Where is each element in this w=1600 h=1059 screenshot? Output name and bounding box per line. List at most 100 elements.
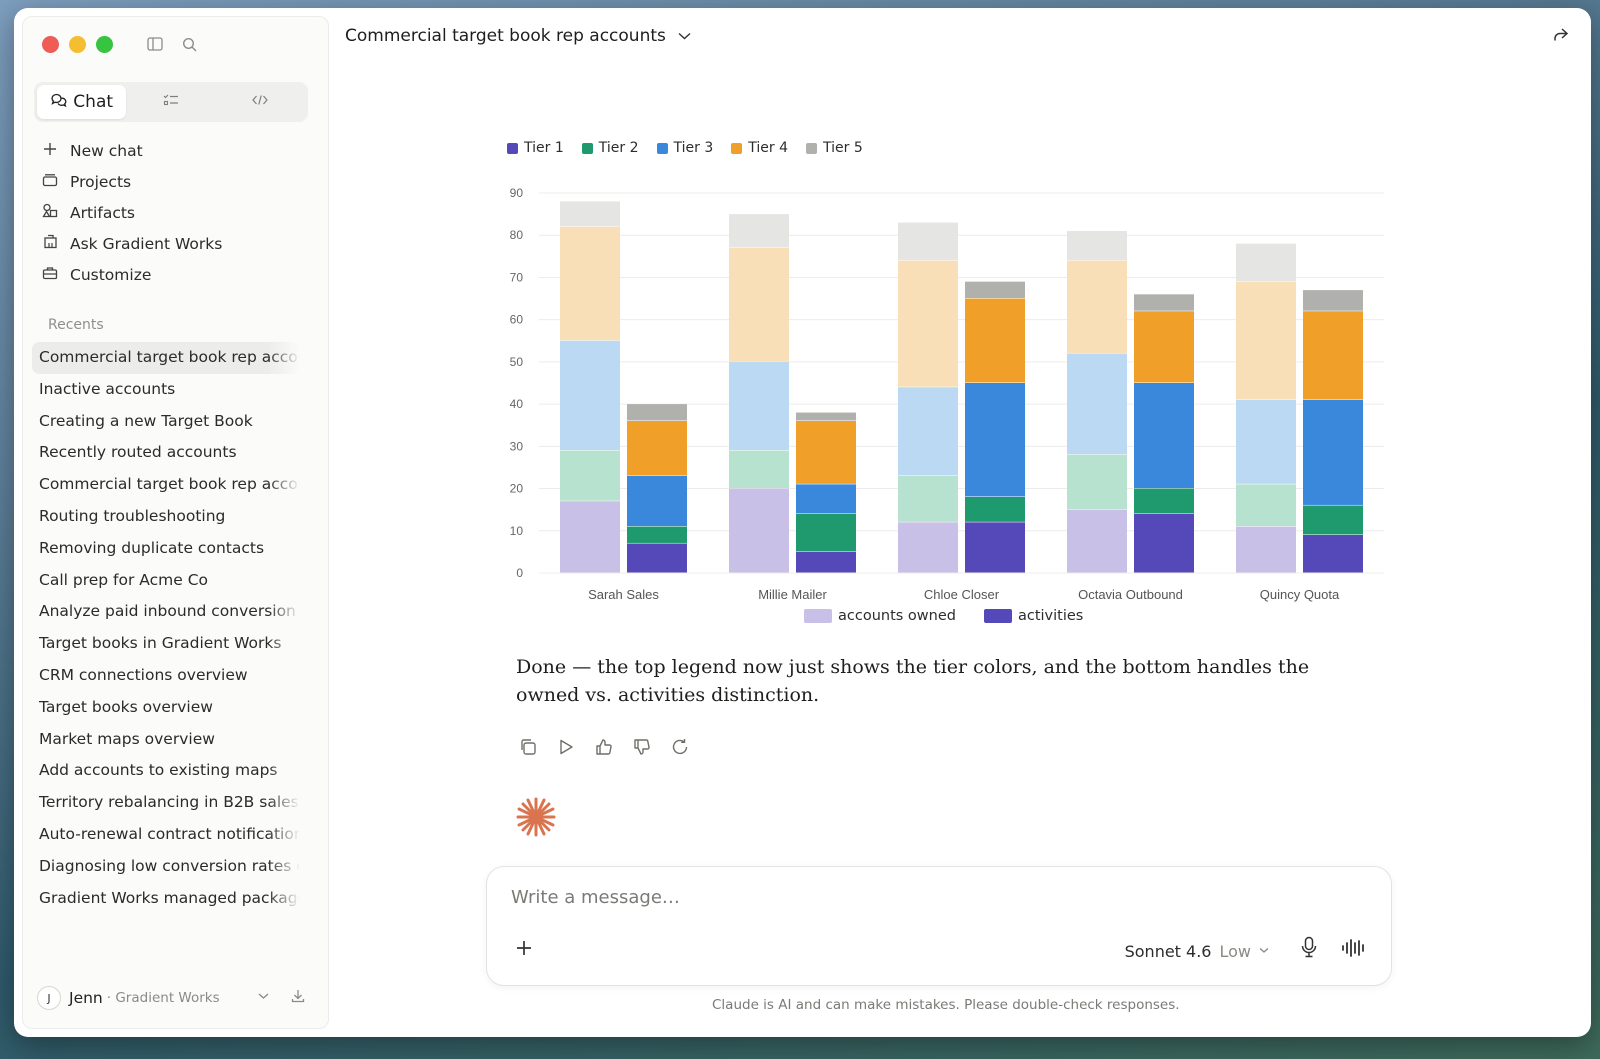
bar-segment: [796, 412, 856, 421]
artifacts-icon: [42, 203, 58, 222]
window-controls: [42, 36, 113, 53]
recent-chat-item[interactable]: Commercial target book rep accounts: [32, 342, 300, 374]
share-icon[interactable]: [1552, 26, 1569, 48]
conversation-title-menu[interactable]: Commercial target book rep accounts: [345, 26, 691, 46]
bar-segment: [965, 497, 1025, 522]
x-tick-label: Sarah Sales: [588, 587, 659, 602]
bar-segment: [627, 421, 687, 476]
recent-chat-item[interactable]: Recently routed accounts: [39, 443, 237, 462]
recent-chat-item[interactable]: Territory rebalancing in B2B sales: [39, 793, 299, 812]
chevron-down-icon: [1259, 946, 1269, 957]
y-tick-label: 60: [510, 313, 524, 327]
sidebar: Chat New chat: [22, 16, 329, 1029]
minimize-window-button[interactable]: [69, 36, 86, 53]
legend-item-activities: activities: [983, 608, 1083, 624]
search-icon[interactable]: [179, 34, 199, 54]
conversation-title: Commercial target book rep accounts: [345, 26, 666, 46]
bar-segment: [1134, 311, 1194, 383]
nav-label: Projects: [70, 172, 132, 191]
plus-icon: [42, 142, 58, 160]
legend-label: Tier 2: [598, 140, 639, 156]
bar-segment: [627, 543, 687, 573]
legend-label: Tier 3: [673, 140, 714, 156]
bar-segment: [560, 201, 620, 227]
bar-segment: [729, 214, 789, 248]
bar-segment: [796, 484, 856, 514]
recent-chat-item[interactable]: Creating a new Target Book: [39, 411, 253, 430]
user-name: Jenn: [69, 989, 103, 1007]
retry-icon[interactable]: [668, 735, 692, 759]
sidebar-item-ask-gradient-works[interactable]: Ask Gradient Works: [36, 228, 316, 259]
user-menu[interactable]: J Jenn · Gradient Works: [37, 986, 305, 1010]
recent-chat-item[interactable]: Analyze paid inbound conversion: [39, 602, 296, 621]
chevron-down-icon[interactable]: [258, 989, 269, 1007]
thumbs-up-icon[interactable]: [592, 735, 616, 759]
tab-code[interactable]: [216, 85, 305, 119]
recent-chat-item[interactable]: CRM connections overview: [39, 665, 248, 684]
recent-chat-item[interactable]: Inactive accounts: [39, 379, 176, 398]
model-name: Sonnet 4.6: [1124, 942, 1212, 961]
avatar: J: [37, 986, 61, 1010]
close-window-button[interactable]: [42, 36, 59, 53]
bar-segment: [1303, 399, 1363, 505]
play-icon[interactable]: [554, 735, 578, 759]
new-chat-button[interactable]: New chat: [36, 135, 316, 166]
tab-tasks[interactable]: [126, 85, 215, 119]
recent-chat-item[interactable]: Auto-renewal contract notifications: [39, 824, 300, 843]
x-tick-label: Chloe Closer: [924, 587, 1000, 602]
bar-segment: [796, 551, 856, 573]
tab-chat[interactable]: Chat: [37, 85, 127, 119]
nav-label: Ask Gradient Works: [70, 234, 223, 253]
recent-chat-item[interactable]: Market maps overview: [39, 729, 215, 748]
recent-chat-item[interactable]: Add accounts to existing maps: [39, 761, 278, 780]
bar-segment: [1067, 509, 1127, 573]
bar-segment: [1236, 243, 1296, 282]
recent-chat-item[interactable]: Removing duplicate contacts: [39, 538, 265, 557]
legend-swatch: [656, 142, 668, 154]
code-icon: [252, 94, 269, 110]
bar-segment: [627, 404, 687, 421]
recent-chat-item[interactable]: Commercial target book rep accounts: [39, 475, 300, 494]
microphone-icon[interactable]: [1301, 936, 1317, 963]
thumbs-down-icon[interactable]: [630, 735, 654, 759]
sidebar-item-customize[interactable]: Customize: [36, 259, 316, 290]
bar-segment: [560, 501, 620, 573]
bar-segment: [1067, 353, 1127, 455]
disclaimer-text: Claude is AI and can make mistakes. Plea…: [712, 997, 1180, 1013]
recent-chat-item[interactable]: Routing troubleshooting: [39, 506, 226, 525]
recents-heading: Recents: [48, 317, 104, 333]
main-panel: Commercial target book rep accounts Tier…: [329, 8, 1591, 1037]
bar-segment: [1303, 290, 1363, 311]
bar-segment: [965, 522, 1025, 573]
recent-chat-item[interactable]: Target books overview: [39, 697, 213, 716]
recent-chat-item[interactable]: Call prep for Acme Co: [39, 570, 208, 589]
voice-mode-icon[interactable]: [1341, 938, 1367, 963]
y-tick-label: 30: [510, 439, 524, 453]
sidebar-top-icons: [145, 34, 199, 54]
recent-chat-item[interactable]: Target books in Gradient Works: [39, 634, 282, 653]
maximize-window-button[interactable]: [96, 36, 113, 53]
y-tick-label: 50: [510, 355, 524, 369]
x-tick-label: Octavia Outbound: [1078, 587, 1183, 602]
legend-item-tier-3: Tier 3: [656, 140, 714, 156]
sidebar-item-artifacts[interactable]: Artifacts: [36, 197, 316, 228]
bar-segment: [560, 450, 620, 501]
tab-chat-label: Chat: [73, 92, 114, 112]
bar-segment: [1067, 454, 1127, 510]
effort-level: Low: [1219, 942, 1251, 961]
building-icon: [42, 234, 58, 253]
sidebar-item-projects[interactable]: Projects: [36, 166, 316, 197]
recent-chat-item[interactable]: Gradient Works managed package: [39, 888, 300, 907]
recent-chat-item[interactable]: Diagnosing low conversion rates on: [39, 856, 300, 875]
chart-legend-top: Tier 1 Tier 2 Tier 3 Tier 4 Tier 5: [507, 140, 863, 156]
tasks-icon: [163, 93, 179, 111]
model-selector[interactable]: Sonnet 4.6 Low: [1125, 942, 1269, 961]
download-icon[interactable]: [291, 989, 305, 1007]
legend-label: accounts owned: [838, 608, 956, 624]
bar-segment: [1134, 513, 1194, 573]
copy-icon[interactable]: [516, 735, 540, 759]
message-input[interactable]: [511, 887, 1311, 908]
legend-item-tier-5: Tier 5: [806, 140, 863, 156]
sidebar-toggle-icon[interactable]: [145, 34, 165, 54]
add-attachment-button[interactable]: [515, 938, 533, 963]
